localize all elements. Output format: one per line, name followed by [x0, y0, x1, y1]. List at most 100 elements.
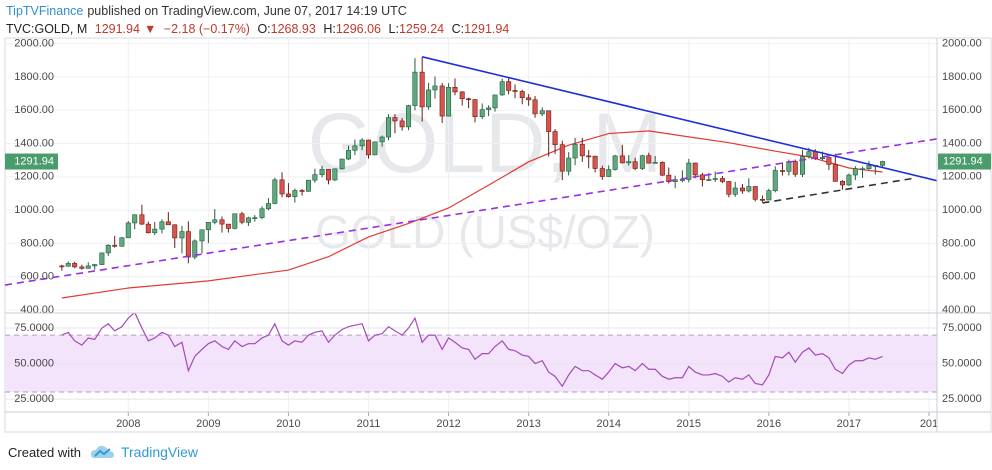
candle-body	[352, 145, 358, 151]
candle-body	[572, 143, 578, 159]
candle-body	[292, 190, 298, 197]
candle-body	[719, 178, 725, 182]
candle-body	[666, 174, 672, 182]
y-tick-label: 800.00	[942, 237, 976, 249]
candle-body	[386, 117, 392, 138]
rsi-pane	[5, 313, 937, 412]
y-tick-label: 75.0000	[14, 322, 54, 334]
candle-body	[252, 217, 258, 219]
y-tick-label: 1800.00	[942, 71, 982, 83]
candle-body	[459, 91, 465, 100]
y-tick-label: 2000.00	[14, 38, 54, 50]
y-tick-label: 1600.00	[942, 104, 982, 116]
candle-body	[279, 179, 285, 195]
candle-body	[366, 139, 372, 156]
change: −2.18 (−0.17%)	[163, 22, 250, 36]
candle-body	[132, 214, 138, 224]
candle-body	[65, 263, 71, 267]
trend-line	[421, 56, 937, 182]
candle-body	[639, 155, 645, 169]
candle-body	[559, 144, 565, 172]
candle-body	[499, 81, 505, 96]
candle-body	[699, 174, 705, 180]
candle-body	[799, 156, 805, 175]
candle-body	[746, 186, 752, 192]
candle-body	[866, 165, 872, 169]
x-tick-label: 2008	[116, 418, 140, 430]
candle-body	[599, 168, 605, 177]
publish-line: TipTVFinance published on TradingView.com…	[6, 4, 411, 18]
x-tick-label: 2017	[837, 418, 861, 430]
price-badge-label: 1291.94	[14, 155, 54, 167]
candle-body	[860, 168, 866, 170]
open: 1268.93	[270, 22, 316, 36]
candle-body	[172, 224, 178, 239]
candle-body	[372, 141, 378, 156]
y-tick-label: 1200.00	[942, 171, 982, 183]
ohlc-label: C:	[451, 22, 465, 36]
candle-body	[692, 162, 698, 176]
ohlc-label: O:	[257, 22, 271, 36]
candle-body	[786, 161, 792, 172]
candle-body	[820, 157, 826, 159]
candle-body	[119, 237, 125, 247]
y-tick-label: 25.0000	[942, 393, 982, 405]
candle-body	[772, 170, 778, 191]
candle-body	[486, 107, 492, 110]
candle-body	[539, 110, 545, 115]
candle-body	[479, 109, 485, 118]
candle-body	[239, 213, 245, 223]
candle-body	[345, 150, 351, 160]
candle-body	[159, 221, 165, 230]
author[interactable]: TipTVFinance	[6, 4, 84, 18]
candle-body	[472, 99, 478, 118]
close: 1291.94	[464, 22, 510, 36]
y-tick-label: 50.0000	[14, 357, 54, 369]
candle-body	[566, 157, 572, 172]
candle-body	[652, 162, 658, 164]
candle-body	[192, 240, 198, 258]
candle-body	[452, 86, 458, 93]
candle-body	[512, 90, 518, 92]
candle-body	[406, 105, 412, 128]
candle-body	[379, 136, 385, 143]
logo[interactable]	[90, 444, 115, 460]
y-tick-label: 1400.00	[14, 137, 54, 149]
candle-body	[185, 231, 191, 258]
candle-body	[325, 169, 331, 181]
x-tick-label: 2011	[357, 418, 381, 430]
candle-body	[219, 219, 225, 225]
x-tick-label: 2009	[196, 418, 220, 430]
candle-body	[265, 203, 271, 210]
y-tick-label: 25.0000	[14, 393, 54, 405]
candle-body	[706, 179, 712, 181]
candle-body	[85, 265, 91, 269]
brand[interactable]: TradingView	[120, 444, 199, 460]
candle-body	[412, 71, 418, 106]
created-with: Created with	[8, 444, 81, 460]
candle-body	[632, 161, 638, 169]
low: 1259.24	[398, 22, 445, 36]
y-tick-label: 400.00	[942, 304, 976, 316]
y-tick-label: 1200.00	[14, 171, 54, 183]
candle-body	[112, 244, 118, 247]
candle-body	[646, 155, 652, 164]
candle-body	[492, 94, 498, 109]
candle-body	[285, 193, 291, 197]
candle-body	[619, 155, 625, 164]
x-tick-label: 201	[920, 418, 938, 430]
candle-body	[766, 190, 772, 201]
candle-body	[232, 213, 238, 229]
candle-body	[739, 187, 745, 192]
legend: TVC:GOLD, M 1291.94 ▼ −2.18 (−0.17%) O:12…	[6, 22, 513, 36]
candle-body	[732, 187, 738, 195]
last: 1291.94	[94, 22, 140, 36]
candle-body	[179, 231, 185, 239]
price-badge-label: 1291.94	[943, 155, 983, 167]
x-tick-label: 2010	[276, 418, 300, 430]
candle-body	[79, 266, 85, 269]
y-tick-label: 1000.00	[942, 204, 982, 216]
candle-body	[752, 186, 758, 200]
x-tick-label: 2015	[677, 418, 701, 430]
candle-body	[659, 162, 665, 176]
